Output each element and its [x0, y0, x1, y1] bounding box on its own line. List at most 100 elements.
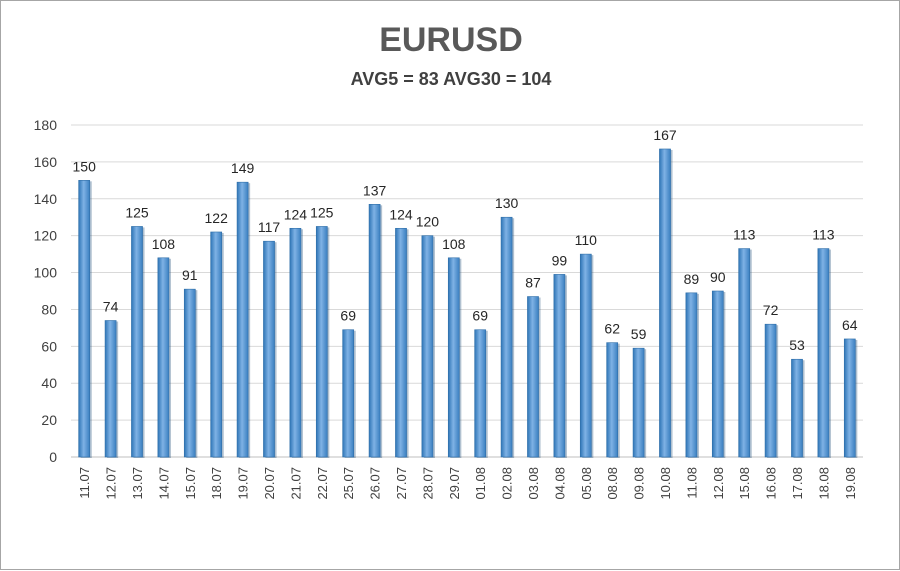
bar [685, 292, 698, 458]
bar [711, 290, 724, 458]
bar [843, 338, 856, 458]
data-label: 137 [363, 182, 387, 198]
data-label: 90 [710, 269, 726, 285]
data-label: 167 [653, 127, 677, 143]
y-tick-label: 120 [34, 228, 58, 244]
x-tick-label: 03.08 [526, 467, 541, 500]
x-tick-label: 25.07 [341, 467, 356, 500]
data-label: 124 [284, 206, 308, 222]
data-label: 130 [495, 195, 519, 211]
bar [791, 358, 803, 458]
x-tick-label: 21.07 [288, 467, 303, 500]
y-tick-label: 140 [34, 191, 58, 207]
x-tick-label: 29.07 [447, 467, 462, 500]
data-label: 53 [789, 337, 805, 353]
data-label: 87 [525, 275, 541, 291]
data-label: 62 [604, 321, 620, 337]
x-tick-label: 26.07 [368, 467, 383, 500]
x-tick-label: 20.07 [262, 467, 277, 500]
data-label: 89 [684, 271, 700, 287]
x-tick-label: 14.07 [156, 467, 171, 500]
bar [500, 216, 513, 458]
bar [606, 342, 619, 458]
data-label: 99 [552, 252, 568, 268]
bar [632, 347, 645, 458]
data-label: 64 [842, 317, 858, 333]
x-tick-label: 16.08 [764, 467, 779, 500]
data-label: 122 [205, 210, 229, 226]
x-tick-label: 11.08 [684, 467, 699, 499]
x-tick-label: 28.07 [420, 467, 435, 500]
data-label: 125 [125, 204, 149, 220]
bar [342, 329, 355, 458]
bar [447, 257, 460, 458]
bar [421, 235, 434, 458]
bar [738, 248, 751, 458]
y-tick-label: 60 [41, 338, 57, 354]
bar [183, 288, 196, 458]
bar [368, 204, 381, 458]
x-tick-label: 11.07 [77, 467, 92, 499]
x-tick-label: 18.07 [209, 467, 224, 500]
y-tick-label: 80 [41, 301, 57, 317]
bars [78, 148, 858, 459]
x-tick-label: 15.08 [737, 467, 752, 500]
x-tick-label: 12.08 [711, 467, 726, 500]
bar [395, 227, 407, 458]
data-label: 108 [442, 236, 466, 252]
bar [474, 329, 487, 458]
data-label: 91 [182, 267, 198, 283]
x-tick-label: 15.07 [183, 467, 198, 500]
data-label: 72 [763, 302, 779, 318]
x-axis-ticks: 11.07 12.07 13.07 14.07 15.07 18.07 19.07 20.07… [77, 467, 858, 500]
bar [764, 323, 777, 458]
bar [236, 181, 249, 458]
data-label: 113 [812, 227, 835, 243]
data-label: 150 [73, 158, 97, 174]
data-label: 120 [416, 214, 440, 230]
data-label: 74 [103, 299, 119, 315]
bar [210, 231, 223, 458]
x-tick-label: 10.08 [658, 467, 673, 500]
chart-subtitle: AVG5 = 83 AVG30 = 104 [351, 69, 552, 89]
x-tick-label: 22.07 [315, 467, 330, 500]
data-label: 59 [631, 326, 647, 342]
bar [817, 248, 830, 458]
x-tick-label: 09.08 [632, 467, 647, 500]
gridlines [71, 124, 863, 458]
x-tick-label: 12.07 [104, 467, 119, 500]
data-label: 117 [258, 219, 281, 235]
y-tick-label: 180 [34, 117, 58, 133]
data-label: 110 [575, 232, 598, 248]
x-tick-label: 08.08 [605, 467, 620, 500]
x-tick-label: 19.08 [843, 467, 858, 500]
y-tick-label: 20 [41, 412, 57, 428]
bar [527, 296, 539, 458]
x-tick-label: 19.07 [236, 467, 251, 500]
bar [104, 320, 117, 458]
data-label: 108 [152, 236, 176, 252]
x-tick-label: 04.08 [552, 467, 567, 500]
x-tick-label: 17.08 [790, 467, 805, 500]
bar [315, 226, 328, 458]
bar [289, 227, 302, 458]
chart-title: EURUSD [379, 21, 523, 59]
bar [579, 253, 592, 458]
x-tick-label: 05.08 [579, 467, 594, 500]
bar [553, 274, 566, 458]
data-label: 113 [733, 227, 756, 243]
x-tick-label: 18.08 [816, 467, 831, 500]
y-tick-label: 40 [41, 375, 57, 391]
data-label: 149 [231, 160, 255, 176]
data-label: 125 [310, 204, 334, 220]
y-tick-label: 100 [34, 265, 58, 281]
x-tick-label: 27.07 [394, 467, 409, 500]
x-tick-label: 02.08 [500, 467, 515, 500]
bar [131, 226, 143, 458]
bar [263, 240, 275, 458]
data-label: 69 [472, 308, 488, 324]
y-tick-label: 160 [34, 154, 58, 170]
